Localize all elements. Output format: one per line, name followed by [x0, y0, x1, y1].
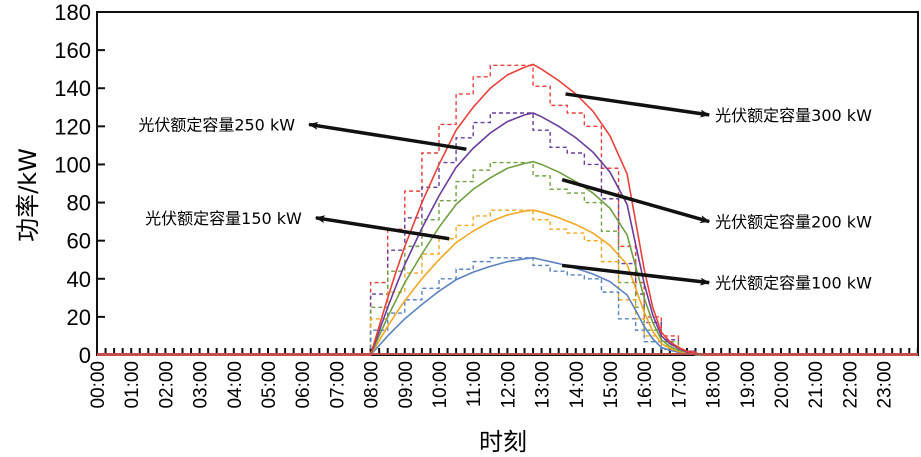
y-tick-label: 100	[54, 152, 91, 177]
annotation-label: 光伏额定容量300 kW	[715, 106, 872, 125]
annotation-label: 光伏额定容量150 kW	[145, 209, 302, 228]
step-series-line	[97, 112, 918, 356]
x-axis-title: 时刻	[479, 428, 527, 456]
x-tick-label: 15:00	[601, 361, 622, 409]
annotation-arrow	[561, 263, 711, 286]
x-tick-label: 20:00	[772, 361, 793, 409]
y-tick-label: 160	[54, 38, 91, 63]
y-tick-label: 120	[54, 114, 91, 139]
x-tick-label: 23:00	[875, 361, 896, 409]
annotation-arrow	[308, 121, 467, 151]
x-tick-label: 04:00	[225, 361, 246, 409]
series-line	[97, 209, 918, 356]
y-axis: 0 20 40 60 80 100 120 140 160 180	[54, 0, 105, 368]
annotation-label: 光伏额定容量250 kW	[138, 115, 295, 134]
x-tick-label: 11:00	[464, 361, 485, 407]
x-axis: 00:00 01:00 02:00 03:00 04:00 05:00 06:00 07:00…	[88, 348, 919, 409]
annotation-label: 光伏额定容量100 kW	[715, 274, 872, 293]
series-line	[97, 160, 918, 356]
series-line	[97, 112, 918, 356]
x-tick-label: 18:00	[704, 361, 725, 409]
y-tick-label: 180	[54, 0, 91, 25]
y-tick-label: 80	[67, 191, 91, 216]
step-series-line	[97, 209, 918, 356]
x-tick-label: 08:00	[362, 361, 383, 409]
y-axis-title: 功率/kW	[14, 148, 42, 242]
annotation-arrow	[314, 215, 450, 241]
annotations-group: 光伏额定容量300 kW 光伏额定容量250 kW 光伏额定容量200 kW 光伏额定…	[138, 92, 872, 293]
x-tick-label: 14:00	[567, 361, 588, 409]
x-tick-label: 03:00	[191, 361, 212, 409]
y-tick-label: 140	[54, 76, 91, 101]
x-tick-label: 16:00	[635, 361, 656, 409]
x-tick-label: 17:00	[669, 361, 690, 409]
x-tick-label: 10:00	[430, 361, 451, 409]
annotation-arrow	[565, 92, 711, 118]
x-tick-label: 01:00	[122, 361, 143, 409]
x-tick-label: 22:00	[840, 361, 861, 409]
y-tick-label: 20	[67, 305, 91, 330]
x-tick-label: 19:00	[738, 361, 759, 409]
x-tick-label: 12:00	[498, 361, 519, 409]
x-tick-label: 21:00	[806, 361, 827, 409]
plot-border	[96, 11, 919, 356]
step-series-line	[97, 257, 918, 356]
series-line	[97, 257, 918, 356]
x-tick-label: 05:00	[259, 361, 280, 409]
x-tick-label: 09:00	[396, 361, 417, 409]
annotation-label: 光伏额定容量200 kW	[715, 213, 872, 232]
y-tick-label: 40	[67, 267, 91, 292]
y-tick-label: 0	[79, 343, 91, 368]
y-tick-label: 60	[67, 229, 91, 254]
x-tick-label: 06:00	[293, 361, 314, 409]
step-series-line	[97, 64, 918, 356]
annotation-arrow	[561, 178, 711, 224]
step-series-line	[97, 161, 918, 356]
x-tick-label: 13:00	[533, 361, 554, 409]
curve-series-group	[97, 63, 918, 356]
plot-frame	[96, 11, 919, 356]
series-line	[97, 63, 918, 356]
x-tick-label: 02:00	[156, 361, 177, 409]
x-tick-label: 00:00	[88, 361, 109, 409]
x-tick-label: 07:00	[327, 361, 348, 409]
